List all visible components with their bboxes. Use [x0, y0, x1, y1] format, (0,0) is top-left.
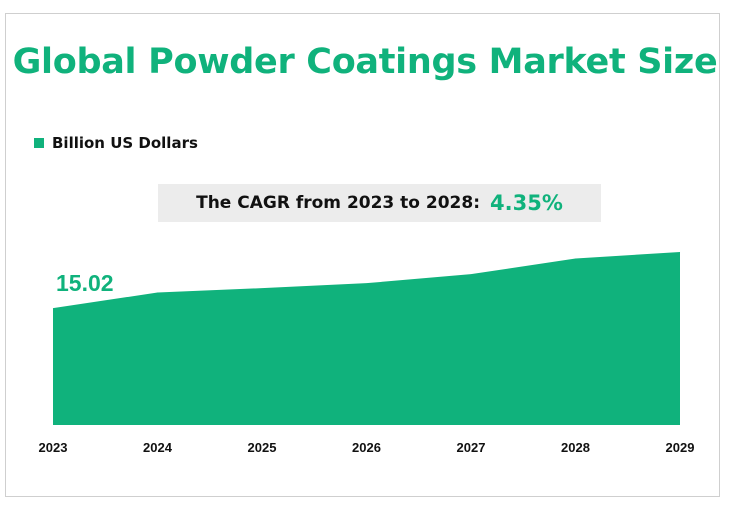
- area-series: [53, 252, 680, 425]
- x-tick-label: 2029: [666, 440, 695, 455]
- legend-label: Billion US Dollars: [52, 134, 198, 152]
- cagr-annotation: The CAGR from 2023 to 2028: 4.35%: [158, 184, 601, 222]
- cagr-value: 4.35%: [490, 191, 563, 215]
- cagr-label: The CAGR from 2023 to 2028:: [196, 193, 481, 213]
- x-tick-label: 2027: [457, 440, 486, 455]
- x-tick-label: 2028: [561, 440, 590, 455]
- legend-swatch: [34, 138, 44, 148]
- chart-frame: [5, 13, 720, 497]
- chart-title: Global Powder Coatings Market Size: [12, 42, 718, 82]
- x-tick-label: 2024: [143, 440, 173, 455]
- legend: Billion US Dollars: [34, 134, 198, 152]
- x-tick-label: 2023: [39, 440, 68, 455]
- x-tick-label: 2025: [248, 440, 277, 455]
- x-tick-label: 2026: [352, 440, 381, 455]
- data-label: 15.02: [56, 270, 114, 296]
